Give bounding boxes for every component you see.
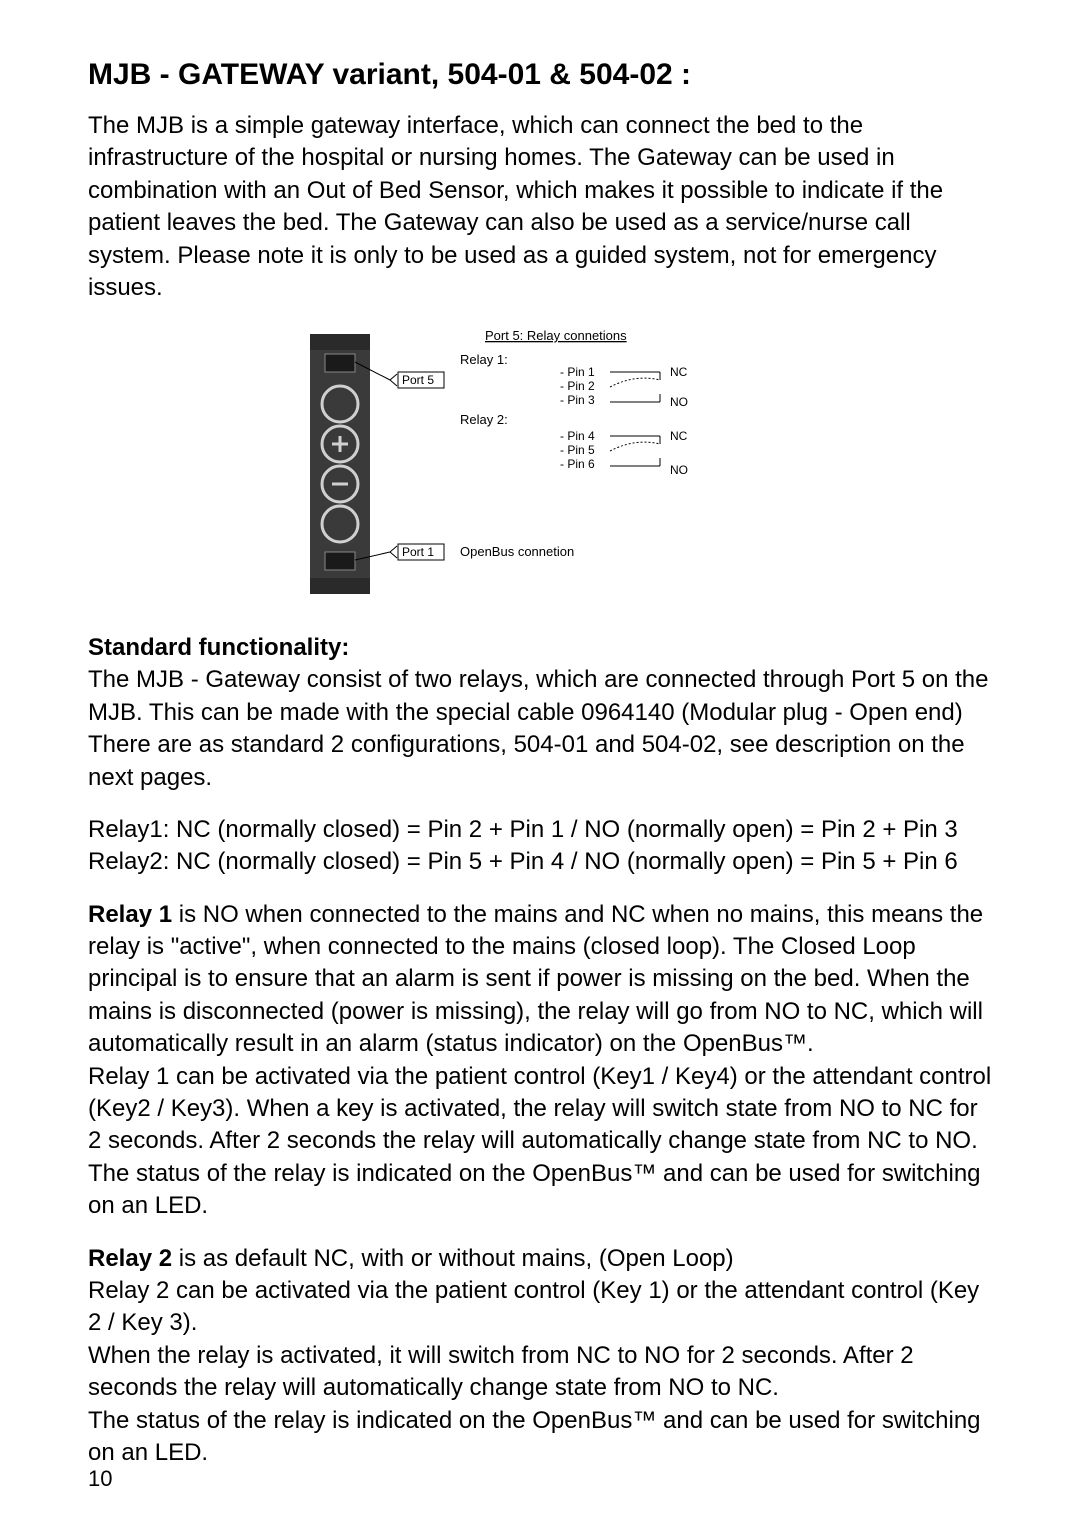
port5-label: Port 5 (402, 373, 434, 387)
openbus-label: OpenBus connetion (460, 544, 574, 559)
relay-diagram: Port 5 Port 1 OpenBus connetion Port 5: … (88, 324, 992, 604)
r1-pin3: - Pin 3 (560, 393, 595, 407)
intro-paragraph: The MJB is a simple gateway interface, w… (88, 110, 992, 304)
relay1-heading: Relay 1 (88, 901, 172, 928)
relay2-paragraph: Relay 2 is as default NC, with or withou… (88, 1243, 992, 1470)
relay1-paragraph: Relay 1 is NO when connected to the main… (88, 899, 992, 1223)
pin-mapping-line2: Relay2: NC (normally closed) = Pin 5 + P… (88, 846, 992, 878)
r2-pin6: - Pin 6 (560, 457, 595, 471)
relay2-label: Relay 2: (460, 412, 508, 427)
r2-pin4: - Pin 4 (560, 429, 595, 443)
relay1-body: is NO when connected to the mains and NC… (88, 901, 991, 1220)
diagram-svg: Port 5 Port 1 OpenBus connetion Port 5: … (290, 324, 790, 604)
relay1-label: Relay 1: (460, 352, 508, 367)
r1-pin1: - Pin 1 (560, 365, 595, 379)
page-title: MJB - GATEWAY variant, 504-01 & 504-02 : (88, 58, 992, 92)
relay2-heading: Relay 2 (88, 1245, 172, 1272)
std-func-heading: Standard functionality: (88, 634, 992, 662)
r2-pin5: - Pin 5 (560, 443, 595, 457)
r1-nc: NC (670, 365, 688, 379)
port5-title: Port 5: Relay connetions (485, 328, 627, 343)
pin-mapping: Relay1: NC (normally closed) = Pin 2 + P… (88, 814, 992, 879)
page-number: 10 (88, 1466, 112, 1492)
r2-no: NO (670, 463, 688, 477)
port1-label: Port 1 (402, 545, 434, 559)
r2-nc: NC (670, 429, 688, 443)
relay2-body: is as default NC, with or without mains,… (88, 1245, 981, 1466)
std-func-body: The MJB - Gateway consist of two relays,… (88, 664, 992, 794)
pin-mapping-line1: Relay1: NC (normally closed) = Pin 2 + P… (88, 814, 992, 846)
r1-no: NO (670, 395, 688, 409)
r1-pin2: - Pin 2 (560, 379, 595, 393)
